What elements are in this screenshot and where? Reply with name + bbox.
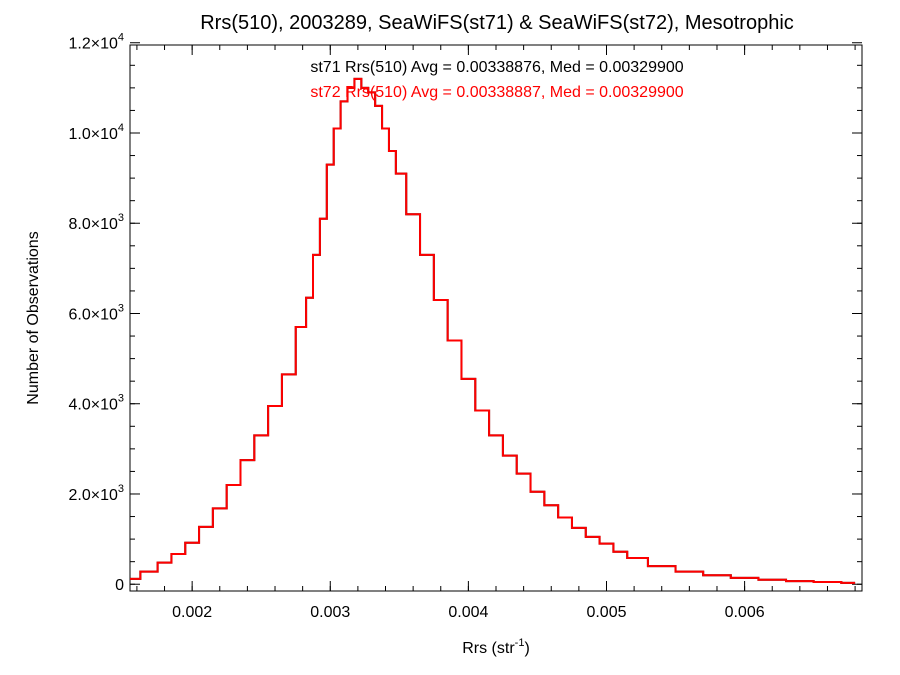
series-layer: [130, 77, 856, 584]
x-tick-label-4: 0.006: [725, 604, 765, 621]
x-tick-label-3: 0.005: [586, 604, 626, 621]
x-tick-label-2: 0.004: [448, 604, 488, 621]
y-tick-label-4: 8.0×103: [68, 212, 124, 233]
y-tick-label-0: 0: [115, 577, 124, 594]
x-axis-label-base: Rrs (str: [462, 640, 515, 657]
y-axis: 0 2.0×103 4.0×103 6.0×103 8.0×103 1.0×104 1.2×…: [68, 32, 862, 594]
annotation-st72: st72 Rrs(510) Avg = 0.00338887, Med = 0.…: [310, 84, 683, 101]
x-axis: 0.002 0.003 0.004 0.005 0.006: [136, 45, 856, 621]
y-tick-label-5: 1.0×104: [68, 122, 124, 143]
y-tick-label-3: 6.0×103: [68, 302, 124, 323]
chart-title: Rrs(510), 2003289, SeaWiFS(st71) & SeaWi…: [200, 12, 794, 34]
annotation-st71: st71 Rrs(510) Avg = 0.00338876, Med = 0.…: [310, 59, 683, 76]
series-line-1: [130, 77, 856, 584]
y-tick-label-1: 2.0×103: [68, 483, 124, 504]
x-axis-label: Rrs (str-1): [462, 637, 530, 657]
x-axis-label-suffix: ): [524, 640, 529, 657]
x-axis-label-sup: -1: [515, 637, 525, 649]
y-axis-label: Number of Observations: [25, 231, 42, 404]
x-tick-label-0: 0.002: [172, 604, 212, 621]
x-tick-label-1: 0.003: [310, 604, 350, 621]
y-tick-label-6: 1.2×104: [68, 32, 124, 53]
y-tick-label-2: 4.0×103: [68, 393, 124, 414]
